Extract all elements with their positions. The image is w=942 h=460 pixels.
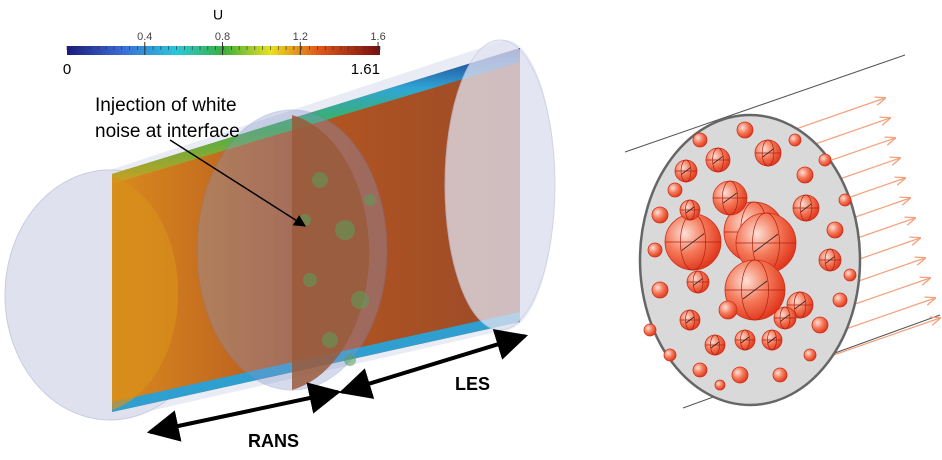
eddy (732, 367, 748, 383)
eddy (833, 293, 847, 307)
eddy (644, 324, 656, 336)
figure: U 0.4 0.8 1.2 1.6 0 1.61 Injection of white n… (0, 0, 942, 460)
cylinder (5, 40, 555, 420)
les-label: LES (455, 374, 490, 394)
eddy (652, 282, 668, 298)
colorbar-title: U (213, 7, 223, 23)
eddy-panel (625, 55, 940, 408)
rans-label: RANS (248, 431, 299, 451)
colorbar-tick-label: 0.4 (137, 31, 152, 43)
eddy (693, 363, 707, 377)
eddy (664, 349, 676, 361)
eddy (719, 301, 737, 319)
eddy (648, 243, 662, 257)
eddy (827, 222, 843, 238)
colorbar-tick-label: 1.6 (370, 31, 385, 43)
eddy (839, 194, 851, 206)
eddy (789, 134, 801, 146)
annotation-line: Injection of white (95, 95, 237, 116)
eddy (773, 368, 787, 382)
eddy (804, 349, 816, 361)
eddy (819, 154, 831, 166)
annotation-line: noise at interface (95, 121, 240, 142)
eddy (737, 122, 753, 138)
eddy (652, 207, 668, 223)
colorbar-tick-label: 1.2 (293, 31, 308, 43)
colorbar-max-label: 1.61 (351, 61, 380, 78)
eddy (797, 167, 813, 183)
eddy (715, 380, 725, 390)
eddy (812, 317, 828, 333)
colorbar: U 0.4 0.8 1.2 1.6 0 1.61 (63, 7, 386, 78)
colorbar-min-label: 0 (63, 61, 71, 78)
eddy (693, 133, 707, 147)
colorbar-tick-label: 0.8 (215, 31, 230, 43)
eddy (668, 183, 682, 197)
eddy (844, 269, 856, 281)
